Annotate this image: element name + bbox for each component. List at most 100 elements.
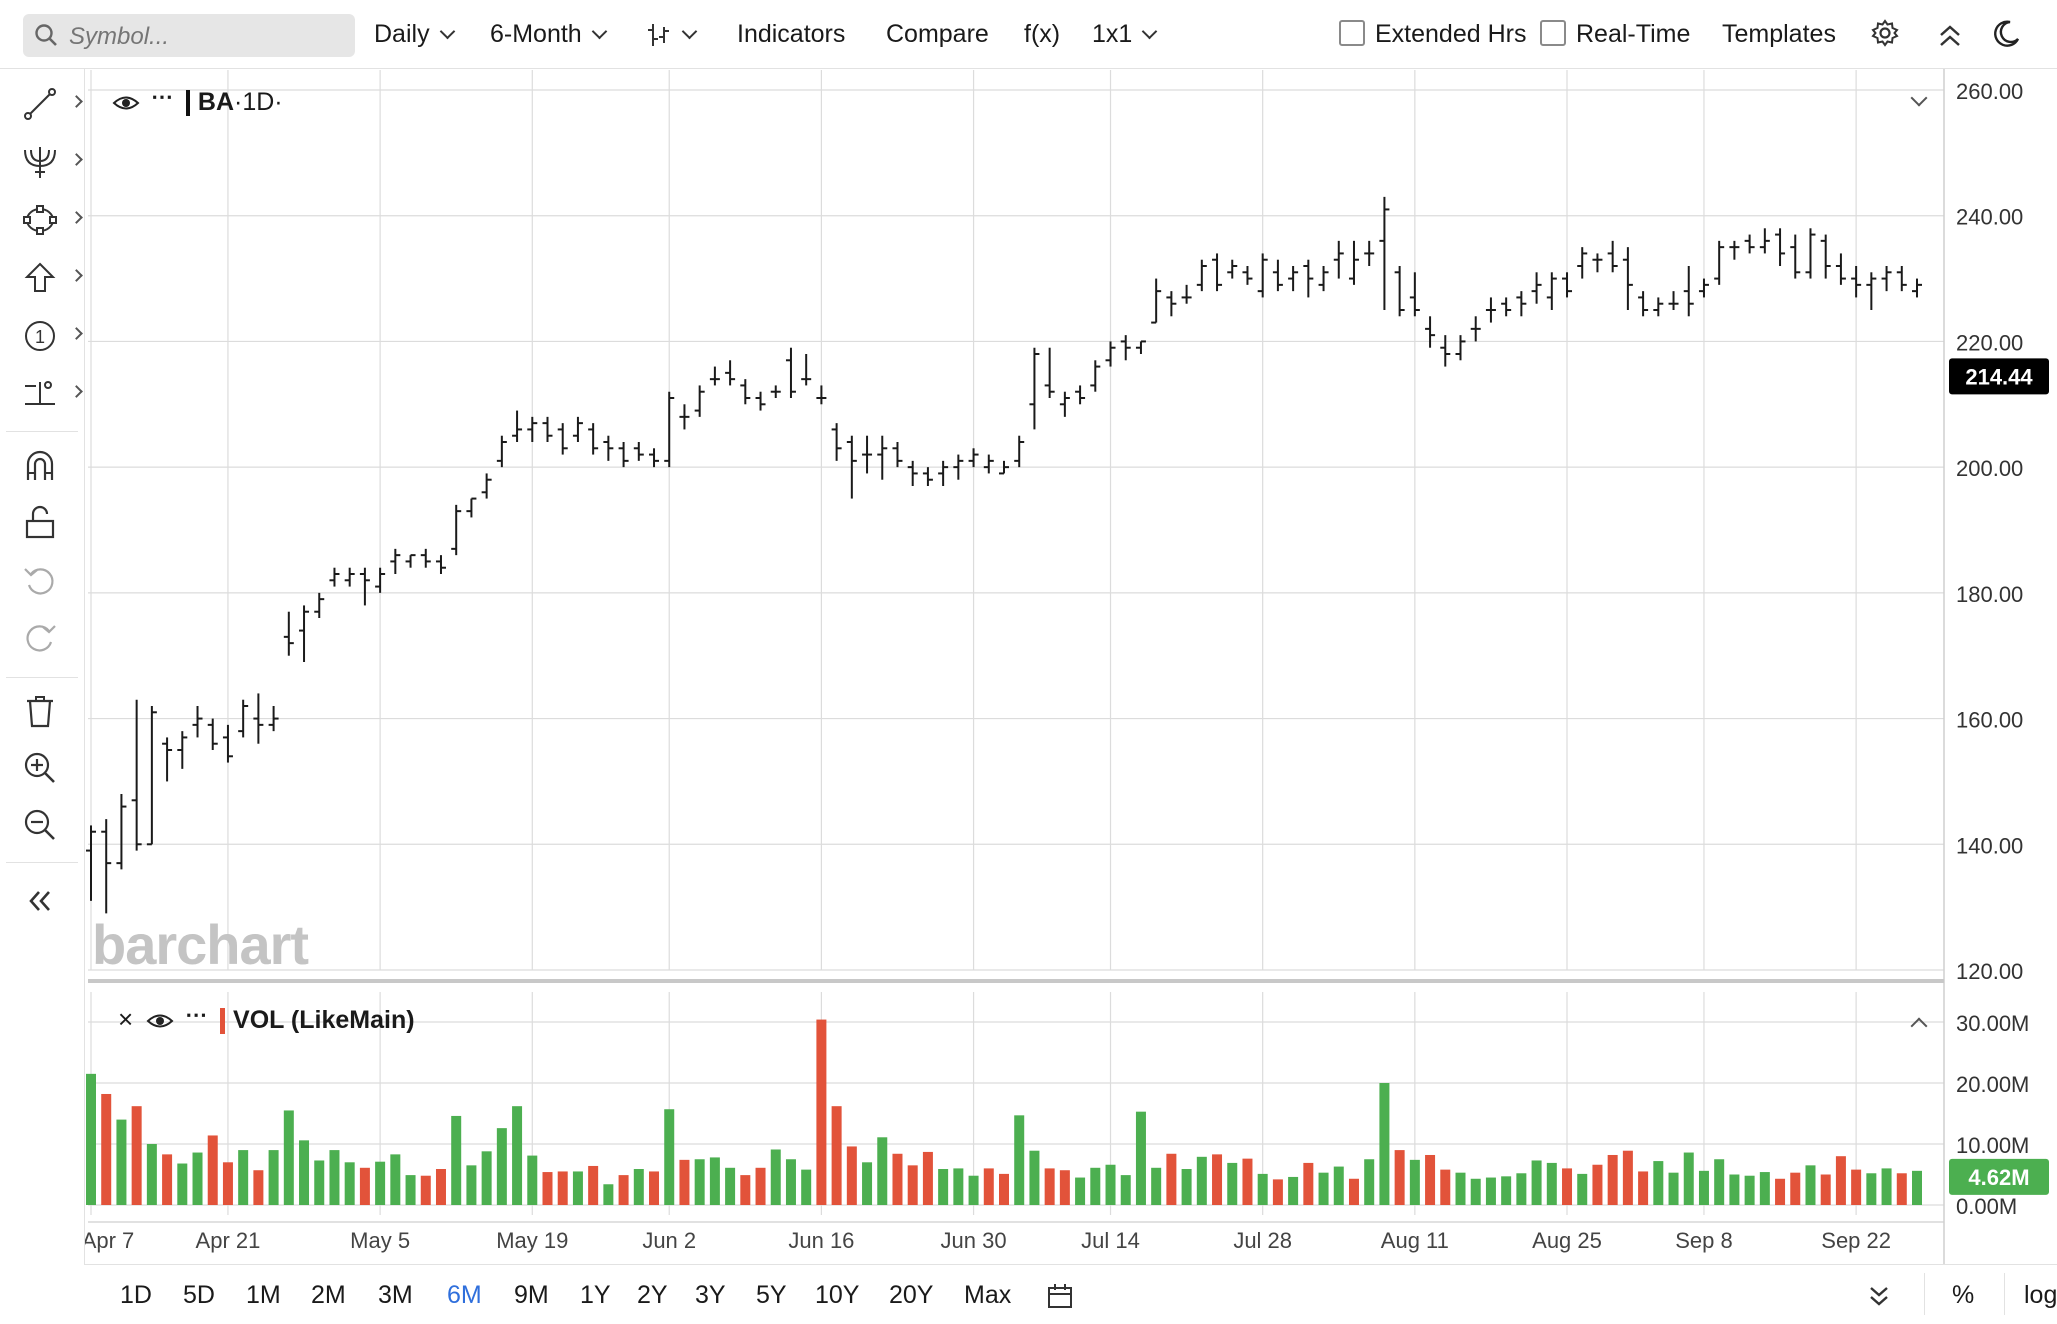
- volume-bar[interactable]: [846, 1146, 857, 1205]
- period-dropdown[interactable]: Daily: [374, 12, 455, 56]
- volume-bar[interactable]: [1075, 1177, 1086, 1205]
- ohlc-bar[interactable]: [1896, 266, 1907, 292]
- ohlc-bar[interactable]: [1668, 291, 1679, 310]
- magnet-tool[interactable]: [20, 444, 70, 488]
- volume-bar[interactable]: [725, 1167, 736, 1205]
- volume-bar[interactable]: [466, 1165, 477, 1205]
- volume-bar[interactable]: [131, 1106, 142, 1205]
- volume-bar[interactable]: [116, 1119, 127, 1205]
- volume-bar[interactable]: [1744, 1175, 1755, 1205]
- volume-bar[interactable]: [922, 1151, 933, 1205]
- volume-bar[interactable]: [816, 1019, 827, 1205]
- volume-bar[interactable]: [238, 1150, 249, 1205]
- ohlc-bar[interactable]: [1090, 360, 1101, 392]
- volume-bar[interactable]: [1044, 1168, 1055, 1205]
- volume-bar[interactable]: [892, 1153, 903, 1205]
- ohlc-bar[interactable]: [1059, 391, 1070, 417]
- volume-bar[interactable]: [1348, 1178, 1359, 1205]
- ohlc-bar[interactable]: [1288, 266, 1299, 292]
- ohlc-bar[interactable]: [420, 548, 431, 568]
- eye-icon[interactable]: [146, 1010, 174, 1032]
- ohlc-bar[interactable]: [116, 794, 127, 870]
- ohlc-bar[interactable]: [283, 611, 294, 656]
- ohlc-bar[interactable]: [1348, 240, 1359, 285]
- volume-bar[interactable]: [862, 1162, 873, 1205]
- ohlc-bar[interactable]: [1196, 259, 1207, 292]
- ohlc-bar[interactable]: [1744, 234, 1755, 254]
- volume-bar[interactable]: [481, 1151, 492, 1205]
- ohlc-bar[interactable]: [816, 385, 827, 405]
- volume-bar[interactable]: [709, 1157, 720, 1205]
- ohlc-bar[interactable]: [1425, 316, 1436, 348]
- trendline-tool[interactable]: [20, 82, 83, 126]
- ohlc-bar[interactable]: [770, 385, 781, 398]
- volume-bar[interactable]: [1470, 1178, 1481, 1205]
- ohlc-bar[interactable]: [603, 435, 614, 461]
- more-options-icon[interactable]: ⋯: [185, 1002, 208, 1027]
- ohlc-bar[interactable]: [207, 718, 218, 750]
- volume-bar[interactable]: [101, 1093, 112, 1205]
- volume-bar[interactable]: [1683, 1152, 1694, 1205]
- volume-bar[interactable]: [1318, 1172, 1329, 1205]
- ohlc-bar[interactable]: [1272, 259, 1283, 292]
- volume-bar[interactable]: [177, 1163, 188, 1205]
- search-input[interactable]: [67, 14, 351, 59]
- volume-bar[interactable]: [1166, 1153, 1177, 1205]
- volume-bar[interactable]: [740, 1175, 751, 1205]
- ohlc-bar[interactable]: [572, 416, 583, 442]
- ohlc-bar[interactable]: [496, 435, 507, 468]
- volume-bar[interactable]: [694, 1159, 705, 1205]
- ohlc-bar[interactable]: [1866, 272, 1877, 310]
- volume-bar[interactable]: [557, 1171, 568, 1205]
- fx-button[interactable]: f(x): [1024, 20, 1061, 48]
- ohlc-bar[interactable]: [1364, 240, 1375, 266]
- eye-icon[interactable]: [112, 92, 140, 114]
- volume-bar[interactable]: [1835, 1156, 1846, 1205]
- range-button-1y[interactable]: 1Y: [580, 1281, 611, 1309]
- ohlc-bar[interactable]: [618, 442, 629, 468]
- ohlc-bar[interactable]: [1151, 278, 1162, 324]
- volume-bar[interactable]: [1851, 1169, 1862, 1205]
- volume-bar[interactable]: [146, 1144, 157, 1205]
- ohlc-bar[interactable]: [709, 366, 720, 386]
- ohlc-bar[interactable]: [1440, 335, 1451, 367]
- lock-tool[interactable]: [20, 501, 70, 545]
- ohlc-bar[interactable]: [101, 819, 112, 914]
- ohlc-bar[interactable]: [1638, 291, 1649, 317]
- ohlc-bar[interactable]: [1531, 272, 1542, 304]
- volume-bar[interactable]: [192, 1152, 203, 1205]
- ohlc-bar[interactable]: [907, 460, 918, 486]
- settings-button[interactable]: [1870, 18, 1900, 50]
- ohlc-bar[interactable]: [1409, 272, 1420, 317]
- volume-bar[interactable]: [1288, 1176, 1299, 1205]
- ohlc-bar[interactable]: [892, 442, 903, 468]
- compare-button[interactable]: Compare: [886, 20, 989, 48]
- range-button-9m[interactable]: 9M: [514, 1281, 549, 1309]
- volume-bar[interactable]: [618, 1175, 629, 1205]
- ohlc-bar[interactable]: [1470, 316, 1481, 342]
- volume-bar[interactable]: [983, 1168, 994, 1205]
- delete-drawings-button[interactable]: [20, 689, 70, 733]
- ohlc-bar[interactable]: [1881, 266, 1892, 292]
- volume-bar[interactable]: [359, 1167, 370, 1205]
- ohlc-bar[interactable]: [1759, 228, 1770, 254]
- volume-bar[interactable]: [1516, 1173, 1527, 1205]
- volume-bar[interactable]: [1409, 1159, 1420, 1205]
- redo-button[interactable]: [20, 616, 70, 660]
- volume-bar[interactable]: [1227, 1162, 1238, 1205]
- dark-mode-toggle[interactable]: [1990, 18, 2022, 50]
- symbol-search[interactable]: [23, 14, 355, 59]
- ohlc-bar[interactable]: [1135, 340, 1146, 354]
- volume-bar[interactable]: [1622, 1150, 1633, 1205]
- volume-bar[interactable]: [770, 1149, 781, 1205]
- log-toggle[interactable]: log: [2024, 1281, 2057, 1309]
- volume-bar[interactable]: [405, 1175, 416, 1205]
- collapse-toolbar-button[interactable]: [1937, 20, 1963, 50]
- ohlc-bar[interactable]: [801, 354, 812, 386]
- chart-type-dropdown[interactable]: [646, 12, 698, 56]
- volume-bar[interactable]: [253, 1170, 264, 1205]
- ohlc-bar[interactable]: [1379, 196, 1390, 310]
- ohlc-bar[interactable]: [344, 567, 355, 587]
- ohlc-bar[interactable]: [238, 699, 249, 738]
- ohlc-bar[interactable]: [1912, 278, 1922, 298]
